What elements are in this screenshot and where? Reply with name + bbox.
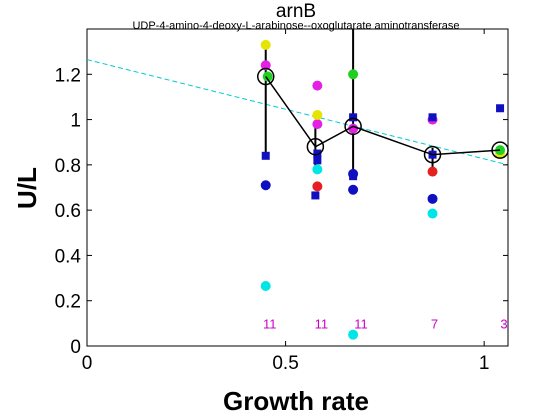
data-point-square [349,113,358,122]
data-point [348,168,359,179]
y-tick-label: 1.2 [55,65,81,86]
x-tick-label: 1 [479,353,490,374]
mean-marker [491,141,509,159]
data-point [427,208,438,219]
x-tick-label: 0.5 [272,353,298,374]
x-axis-label: Growth rate [223,386,369,416]
x-tick-label: 0 [82,353,93,374]
plot-area [86,28,509,347]
y-tick-label: 0.4 [55,246,82,267]
data-point [312,119,323,130]
data-point [348,329,359,340]
sample-count-label: 11 [354,316,368,331]
y-axis-label: U/L [12,167,42,209]
data-point-square [313,149,322,158]
data-point-square [496,104,505,113]
chart-subtitle: UDP-4-amino-4-deoxy-L-arabinose--oxoglut… [132,20,459,32]
mean-line-layer [256,67,509,164]
data-point-square [428,113,437,122]
data-point [312,164,323,175]
data-point [260,39,271,50]
trend-line-layer [86,59,509,166]
mean-marker [344,117,362,136]
data-point [262,71,273,82]
y-tick-label: 0.8 [55,156,81,177]
mean-line [265,76,501,156]
data-point [348,184,359,195]
data-point [312,110,323,121]
y-tick-label: 1 [70,111,81,132]
sample-count-label: 11 [263,316,277,331]
tick-layer: 0 0.5 1 0 0.2 0.4 0.6 0.8 1 1.2 [55,29,508,374]
y-tick-label: 0.2 [55,292,81,313]
data-point [260,60,271,71]
data-point [348,123,359,134]
y-tick-label: 0.6 [55,201,81,222]
trend-line [86,59,509,166]
chart-title: arnB [276,1,316,22]
data-point [312,80,323,91]
data-point-square [313,156,322,165]
count-label-layer: 11 11 11 7 3 [263,316,508,331]
data-point [427,166,438,177]
sample-count-label: 11 [315,316,329,331]
data-point [260,180,271,191]
sample-count-label: 3 [500,316,507,331]
data-point [312,181,323,192]
data-point [427,193,438,204]
mean-marker [256,67,275,86]
data-point-square [261,151,270,160]
y-tick-label: 0 [70,337,81,358]
data-point [260,280,271,291]
data-point [348,69,359,80]
data-point-square [311,191,320,200]
mean-marker [306,137,325,156]
mean-marker [423,145,442,164]
point-layer [260,39,506,340]
sample-count-label: 7 [431,316,438,331]
